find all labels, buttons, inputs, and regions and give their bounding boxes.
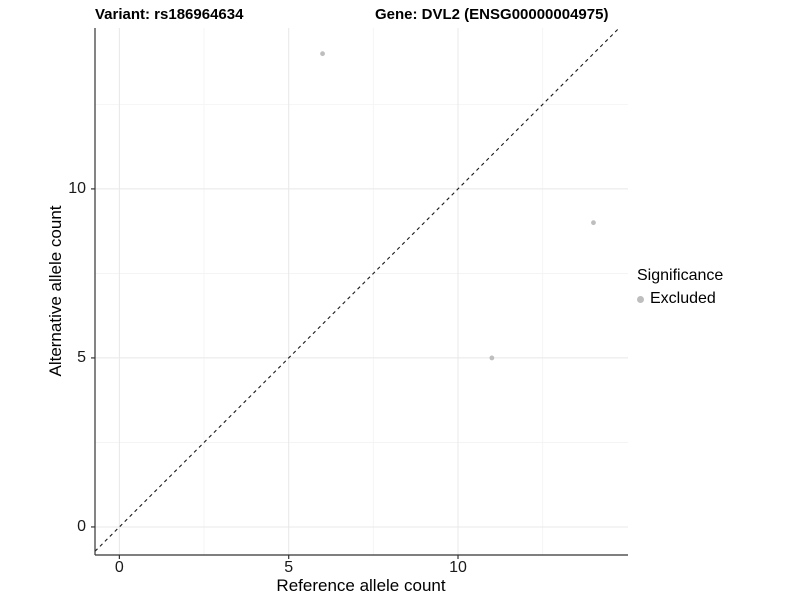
legend-title: Significance (637, 267, 724, 284)
data-point (489, 355, 495, 361)
legend-item-excluded: Excluded (637, 290, 723, 308)
plot-title-variant: Variant: rs186964634 (95, 6, 244, 23)
plot-title-gene: Gene: DVL2 (ENSG00000004975) (375, 6, 609, 23)
legend-item-label: Excluded (650, 290, 716, 307)
identity-line (94, 27, 620, 552)
data-point (591, 220, 596, 226)
y-axis-title: Alternative allele count (46, 205, 65, 377)
legend-point-icon (637, 295, 644, 303)
data-point (320, 51, 325, 57)
x-axis-title: Reference allele count (276, 576, 446, 595)
legend: Significance Excluded (637, 267, 723, 308)
